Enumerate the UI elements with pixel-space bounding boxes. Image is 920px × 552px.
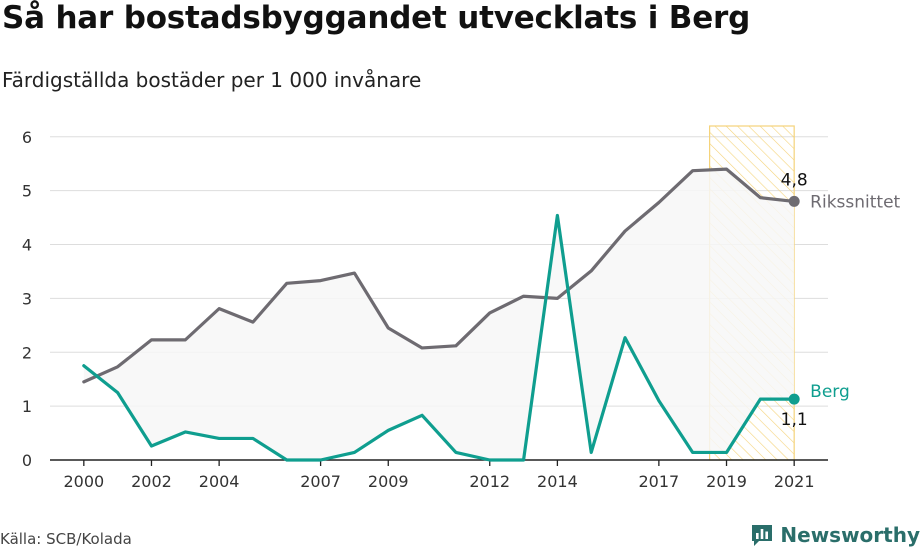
y-tick-label: 4 — [22, 236, 32, 255]
x-tick-label: 2007 — [300, 472, 341, 491]
x-tick-label: 2000 — [63, 472, 104, 491]
x-tick-label: 2019 — [706, 472, 747, 491]
brand-name: Newsworthy — [780, 523, 920, 547]
y-tick-label: 2 — [22, 343, 32, 362]
berg-line — [82, 213, 796, 462]
rikssnittet-end-point — [788, 195, 800, 207]
chart-subtitle: Färdigställda bostäder per 1 000 invånar… — [2, 68, 422, 92]
rikssnittet-value-label: 4,8 — [781, 170, 808, 190]
x-tick-label: 2021 — [774, 472, 815, 491]
y-tick-label: 1 — [22, 397, 32, 416]
chart-title: Så har bostadsbyggandet utvecklats i Ber… — [2, 0, 751, 36]
x-tick-label: 2002 — [131, 472, 172, 491]
y-tick-label: 6 — [22, 128, 32, 147]
x-tick-label: 2004 — [199, 472, 240, 491]
rikssnittet-line — [82, 167, 796, 384]
x-tick-label: 2009 — [368, 472, 409, 491]
berg-value-label: 1,1 — [781, 410, 808, 430]
brand-logo: Newsworthy — [750, 520, 920, 550]
source-note: Källa: SCB/Kolada — [0, 530, 132, 548]
berg-end-point — [788, 393, 800, 405]
rikssnittet-series-label: Rikssnittet — [810, 192, 900, 212]
x-tick-label: 2014 — [537, 472, 578, 491]
y-tick-label: 5 — [22, 182, 32, 201]
x-tick-label: 2012 — [469, 472, 510, 491]
difference-band — [83, 169, 795, 460]
chart-bubble-icon — [752, 525, 773, 546]
y-tick-label: 3 — [22, 289, 32, 308]
x-tick-label: 2017 — [639, 472, 680, 491]
y-tick-label: 0 — [22, 451, 32, 470]
berg-series-label: Berg — [810, 382, 850, 402]
